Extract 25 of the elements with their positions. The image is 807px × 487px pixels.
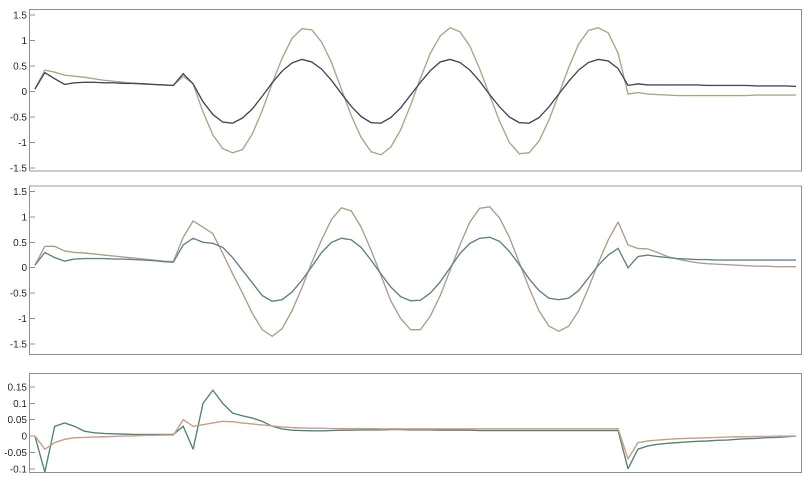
line-series: [34, 206, 797, 337]
y-tick-label: 0: [21, 87, 28, 98]
y-tick-label: 0: [21, 432, 28, 443]
y-tick-label: 1.5: [13, 10, 28, 22]
y-tick-label: 1: [21, 212, 28, 224]
y-tick-label: 0.5: [13, 238, 28, 249]
y-tick-label: -1: [18, 314, 28, 326]
y-tick-label: 0: [21, 263, 28, 274]
y-tick-label: 1: [21, 36, 28, 48]
y-tick-label: 0.1: [13, 398, 28, 410]
y-tick-label: 1.5: [13, 187, 28, 198]
y-tick-label: 0.05: [8, 415, 28, 426]
line-series: [34, 58, 797, 124]
line-series: [34, 419, 797, 460]
line-series: [34, 27, 797, 156]
y-tick-label: -0.5: [10, 112, 28, 124]
y-tick-label: -0.5: [10, 288, 28, 300]
y-tick-label: -0.05: [4, 448, 28, 459]
y-tick-label: 0.15: [8, 382, 28, 394]
y-tick-label: -1: [18, 138, 28, 150]
y-tick-label: -1.5: [10, 339, 28, 350]
y-tick-label: -0.1: [10, 464, 28, 476]
line-series: [34, 236, 797, 302]
y-tick-label: 0.5: [13, 62, 28, 73]
y-tick-label: -1.5: [10, 164, 28, 175]
